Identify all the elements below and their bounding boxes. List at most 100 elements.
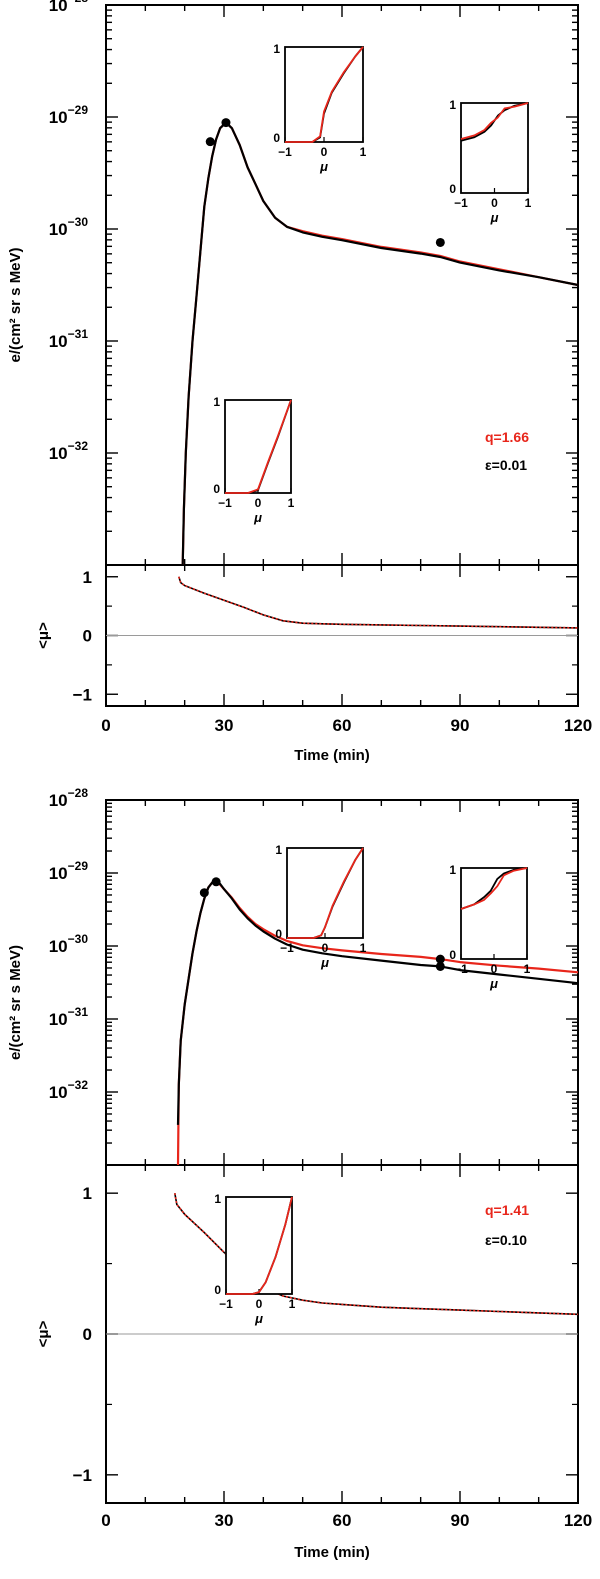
y-tick-label: 10−29: [49, 859, 89, 883]
inset-x-tick-label: −1: [219, 1297, 233, 1311]
inset-x-tick-label: −1: [454, 962, 468, 976]
inset-distribution-line: [226, 1196, 293, 1295]
inset-distribution-line: [460, 867, 528, 910]
inset-x-tick-label: 1: [289, 1297, 296, 1311]
sample-point-marker: [435, 961, 445, 971]
inset-x-tick-label: 0: [321, 145, 328, 159]
y-tick-label: 10−28: [49, 786, 89, 810]
mu-series-line: [178, 576, 579, 629]
inset-x-label: μ: [319, 159, 328, 174]
inset-x-tick-label: 0: [255, 496, 262, 510]
inset-distribution-line: [287, 847, 364, 939]
inset-y-tick-label: 1: [214, 1192, 221, 1206]
x-tick-label: 60: [333, 1511, 352, 1530]
inset-distribution-line: [460, 102, 529, 140]
y-tick-label: 10−30: [49, 215, 89, 239]
x-axis-title: Time (min): [294, 747, 370, 764]
sample-point-marker: [211, 877, 221, 887]
y-tick-label: 10−29: [49, 103, 89, 127]
mu-axis-title: <μ>: [35, 1320, 52, 1347]
inset-x-tick-label: 1: [360, 145, 367, 159]
x-tick-label: 0: [101, 1511, 110, 1530]
mu-series-line: [174, 1193, 579, 1316]
chart-panel-top: 10−28 10−29 10−30 10−31 10−32 0 30 60 90 120 Time …: [7, 0, 592, 764]
epsilon-annotation: ε=0.01: [485, 457, 527, 473]
inset-x-label: μ: [254, 1311, 263, 1326]
inset-x-tick-label: 1: [524, 962, 531, 976]
sample-point-marker: [221, 118, 231, 128]
inset-x-tick-label: 0: [256, 1297, 263, 1311]
inset-y-tick-label: 1: [449, 863, 456, 877]
inset-y-tick-label: 1: [273, 42, 280, 56]
inset-x-tick-label: 1: [360, 941, 367, 955]
x-tick-label: 30: [215, 716, 234, 735]
y-axis-title: e/(cm² sr s MeV): [7, 945, 24, 1060]
inset-y-tick-label: 1: [449, 98, 456, 112]
inset-x-tick-label: 1: [525, 196, 532, 210]
y-tick-label: 10−32: [49, 439, 89, 463]
inset-x-tick-label: −1: [278, 145, 292, 159]
q-annotation: q=1.66: [485, 429, 529, 445]
inset-frame: [460, 867, 528, 960]
inset-x-tick-label: −1: [454, 196, 468, 210]
inset-x-tick-label: 0: [491, 196, 498, 210]
mu-axis-title: <μ>: [35, 622, 52, 649]
x-tick-label: 90: [451, 716, 470, 735]
mu-y-tick-label: 0: [83, 1325, 92, 1344]
sample-point-marker: [435, 237, 445, 247]
y-axis-title: e/(cm² sr s MeV): [7, 247, 24, 362]
inset-y-tick-label: 0: [449, 948, 456, 962]
inset-y-tick-label: 0: [449, 182, 456, 196]
flux-series-line: [176, 880, 579, 1125]
x-axis-title: Time (min): [294, 1544, 370, 1561]
y-tick-label: 10−28: [49, 0, 89, 15]
sample-point-marker: [199, 888, 209, 898]
chart-panel-bottom: 10−28 10−29 10−30 10−31 10−32 0 30 60 90 120 Time …: [7, 786, 592, 1561]
x-tick-label: 0: [101, 716, 110, 735]
mu-y-tick-label: −1: [73, 685, 92, 704]
inset-distribution-line: [225, 399, 292, 494]
inset-y-tick-label: 1: [275, 843, 282, 857]
inset-y-tick-label: 0: [275, 927, 282, 941]
inset-x-label: μ: [253, 510, 262, 525]
y-tick-label: 10−31: [49, 327, 89, 351]
inset-frame: [224, 399, 292, 494]
inset-distribution-line: [285, 46, 364, 143]
mu-y-tick-label: 0: [83, 627, 92, 646]
y-tick-label: 10−32: [49, 1078, 89, 1102]
inset-x-tick-label: −1: [280, 941, 294, 955]
inset-x-tick-label: 1: [288, 496, 295, 510]
inset-x-label: μ: [490, 210, 499, 225]
inset-frame: [225, 1196, 293, 1295]
inset-y-tick-label: 0: [273, 131, 280, 145]
mu-y-tick-label: 1: [83, 568, 92, 587]
mu-y-tick-label: −1: [73, 1466, 92, 1485]
inset-x-label: μ: [320, 955, 329, 970]
epsilon-annotation: ε=0.10: [485, 1232, 527, 1248]
inset-y-tick-label: 0: [213, 482, 220, 496]
q-annotation: q=1.41: [485, 1202, 529, 1218]
inset-y-tick-label: 0: [214, 1283, 221, 1297]
mu-y-tick-label: 1: [83, 1184, 92, 1203]
inset-frame: [286, 847, 364, 939]
inset-x-label: μ: [489, 976, 498, 991]
x-tick-label: 90: [451, 1511, 470, 1530]
x-tick-label: 120: [564, 1511, 592, 1530]
sample-point-marker: [205, 137, 215, 147]
y-tick-label: 10−30: [49, 932, 89, 956]
inset-x-tick-label: 0: [322, 941, 329, 955]
inset-y-tick-label: 1: [213, 395, 220, 409]
x-tick-label: 60: [333, 716, 352, 735]
inset-x-tick-label: 0: [491, 962, 498, 976]
inset-frame: [460, 102, 529, 194]
flux-series-line: [181, 121, 579, 566]
x-tick-label: 120: [564, 716, 592, 735]
x-tick-label: 30: [215, 1511, 234, 1530]
sample-point-marker: [435, 954, 445, 964]
